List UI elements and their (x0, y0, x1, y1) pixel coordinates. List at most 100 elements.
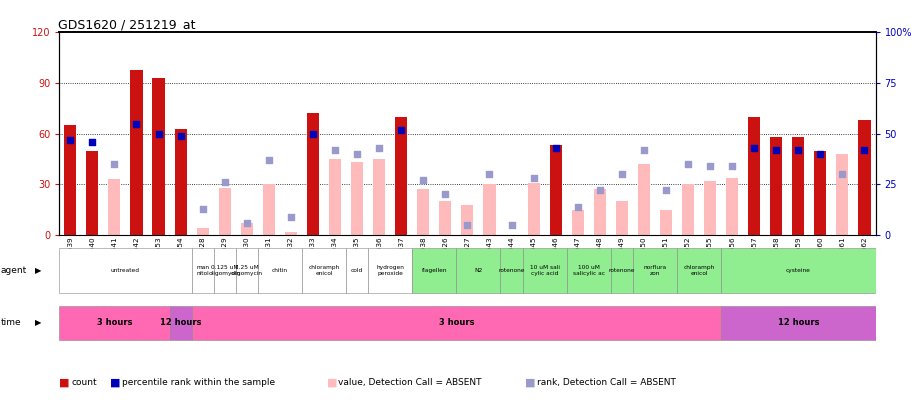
Bar (64, 125, 77, 235)
Bar (191, 306, 721, 340)
Bar (456, 248, 500, 293)
Text: 3 hours: 3 hours (97, 318, 132, 328)
Text: 12 hours: 12 hours (777, 318, 818, 328)
Bar (571, 210, 583, 235)
Point (856, 147, 871, 153)
Point (834, 171, 849, 177)
Point (460, 222, 475, 228)
Bar (191, 248, 213, 293)
Point (350, 151, 364, 157)
Bar (549, 145, 561, 235)
Text: rotenone: rotenone (497, 268, 524, 273)
Bar (416, 190, 429, 235)
Bar (637, 164, 650, 235)
Bar (439, 201, 451, 235)
Bar (681, 184, 693, 235)
Bar (676, 248, 721, 293)
Text: flagellen: flagellen (421, 268, 446, 273)
Bar (394, 117, 407, 235)
Bar (527, 183, 539, 235)
Bar (412, 248, 456, 293)
Bar (219, 188, 230, 235)
Bar (302, 248, 345, 293)
Point (526, 175, 540, 181)
Text: norflura
zon: norflura zon (642, 265, 666, 276)
Bar (368, 248, 412, 293)
Bar (721, 248, 875, 293)
Bar (213, 248, 236, 293)
Bar (152, 78, 165, 235)
Text: 1.25 uM
oligomycin: 1.25 uM oligomycin (230, 265, 262, 276)
Bar (236, 248, 258, 293)
Point (151, 130, 166, 137)
Bar (59, 248, 191, 293)
Text: GDS1620 / 251219_at: GDS1620 / 251219_at (57, 18, 195, 31)
Point (372, 145, 386, 151)
Text: cysteine: cysteine (785, 268, 810, 273)
Bar (351, 162, 363, 235)
Point (768, 147, 783, 153)
Bar (329, 159, 341, 235)
Point (261, 157, 276, 163)
Bar (835, 154, 847, 235)
Point (173, 132, 188, 139)
Text: man
nitol: man nitol (196, 265, 209, 276)
Bar (615, 201, 627, 235)
Text: value, Detection Call = ABSENT: value, Detection Call = ABSENT (338, 378, 481, 387)
Bar (703, 181, 715, 235)
Point (636, 147, 650, 153)
Point (504, 222, 518, 228)
Bar (262, 184, 274, 235)
Text: hydrogen
peroxide: hydrogen peroxide (376, 265, 404, 276)
Text: N2: N2 (474, 268, 482, 273)
Point (437, 191, 452, 198)
Point (85, 139, 99, 145)
Point (217, 179, 231, 185)
Text: agent: agent (1, 266, 27, 275)
Bar (461, 205, 473, 235)
Bar (792, 137, 804, 235)
Bar (59, 306, 169, 340)
Point (658, 187, 672, 194)
Point (305, 130, 320, 137)
Text: ■: ■ (59, 378, 70, 388)
Bar (660, 210, 671, 235)
Text: ■: ■ (109, 378, 120, 388)
Point (195, 205, 210, 212)
Bar (522, 248, 566, 293)
Text: cold: cold (351, 268, 363, 273)
Point (790, 147, 804, 153)
Bar (857, 120, 870, 235)
Bar (610, 248, 632, 293)
Text: 3 hours: 3 hours (438, 318, 474, 328)
Point (614, 171, 629, 177)
Bar (241, 223, 252, 235)
Bar (721, 306, 875, 340)
Text: 10 uM sali
cylic acid: 10 uM sali cylic acid (529, 265, 559, 276)
Bar (130, 70, 142, 235)
Bar (197, 228, 209, 235)
Text: 100 uM
salicylic ac: 100 uM salicylic ac (572, 265, 604, 276)
Point (63, 136, 77, 143)
Text: time: time (1, 318, 22, 328)
Bar (814, 151, 825, 235)
Point (569, 203, 584, 210)
Bar (769, 137, 782, 235)
Bar (258, 248, 302, 293)
Text: ■: ■ (326, 378, 337, 388)
Bar (632, 248, 676, 293)
Point (746, 145, 761, 151)
Bar (169, 306, 191, 340)
Bar (483, 184, 495, 235)
Text: 0.125 uM
oligomycin: 0.125 uM oligomycin (209, 265, 241, 276)
Point (724, 163, 739, 169)
Text: count: count (71, 378, 97, 387)
Point (680, 161, 694, 167)
Text: chloramph
enicol: chloramph enicol (308, 265, 339, 276)
Point (702, 163, 717, 169)
Text: rank, Detection Call = ABSENT: rank, Detection Call = ABSENT (537, 378, 675, 387)
Bar (174, 129, 187, 235)
Point (592, 187, 607, 194)
Bar (345, 248, 368, 293)
Bar (307, 113, 319, 235)
